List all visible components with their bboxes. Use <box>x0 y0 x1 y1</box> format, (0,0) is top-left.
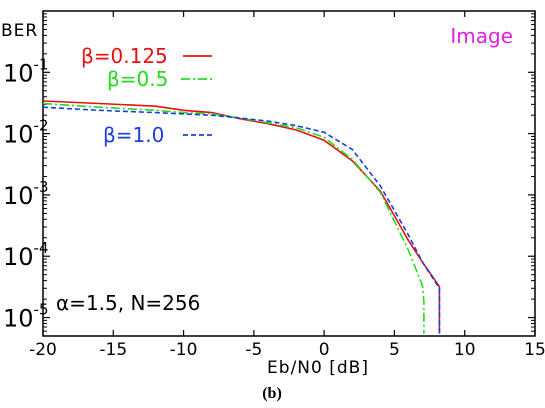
x-tick-label: -5 <box>245 340 262 360</box>
y-tick-label: 10-4 <box>3 239 49 271</box>
x-tick-label: 5 <box>389 340 400 360</box>
y-tick-label: 10-3 <box>3 178 49 210</box>
series-line-3 <box>42 106 441 334</box>
legend-label-3: β=1.0 <box>103 123 164 147</box>
y-axis-label: BER <box>1 21 38 41</box>
y-tick-label: 10-5 <box>3 301 49 333</box>
x-tick-label: 10 <box>454 340 476 360</box>
y-tick-label: 10-2 <box>3 117 49 149</box>
x-tick-label: 0 <box>319 340 330 360</box>
image-annotation: Image <box>450 24 513 48</box>
legend-label-2: β=0.5 <box>107 67 168 91</box>
figure-caption: (b) <box>262 385 282 402</box>
series-line-1 <box>42 100 441 334</box>
series-line-2 <box>42 102 425 334</box>
legend-label-1: β=0.125 <box>81 44 168 68</box>
x-tick-label: -10 <box>170 340 198 360</box>
x-tick-label: 15 <box>524 340 545 360</box>
plot-area-frame <box>42 10 536 337</box>
parameter-annotation: α=1.5, N=256 <box>56 291 200 315</box>
x-axis-label: Eb/N0 [dB] <box>267 358 369 378</box>
x-tick-label: -15 <box>99 340 127 360</box>
x-tick-label: -20 <box>29 340 57 360</box>
y-tick-label: 10-1 <box>3 55 49 87</box>
